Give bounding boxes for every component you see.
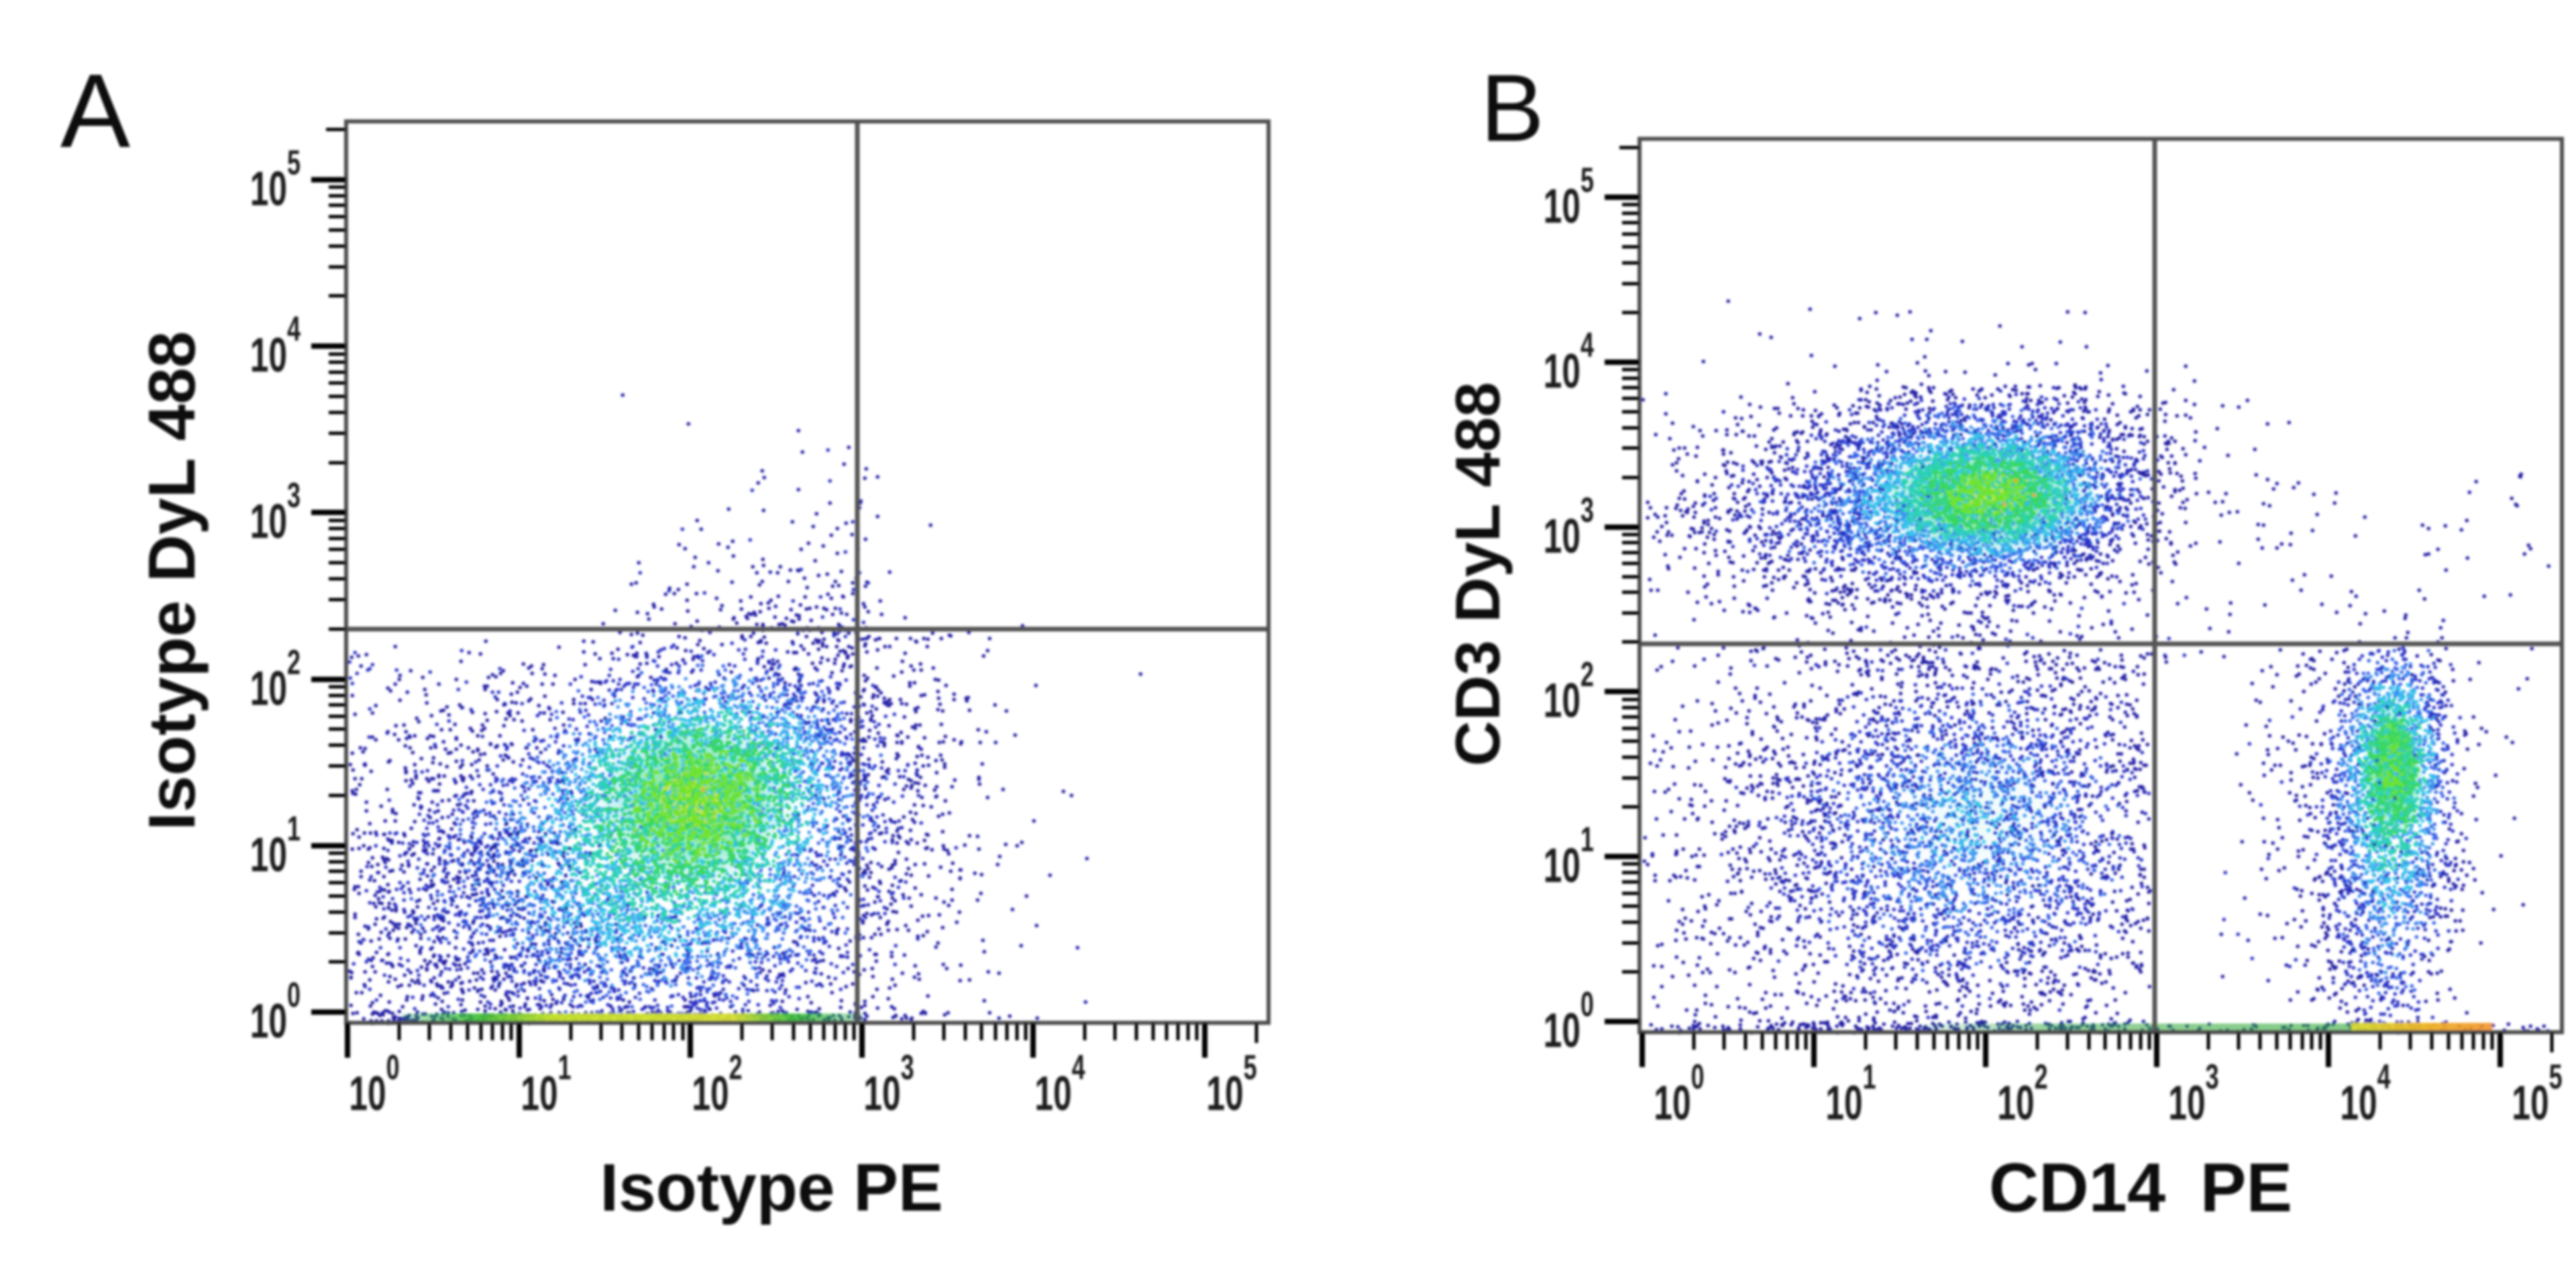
svg-text:Isotype DyL 488: Isotype DyL 488 xyxy=(135,331,209,830)
svg-text:A: A xyxy=(60,53,130,170)
svg-text:CD3 DyL 488: CD3 DyL 488 xyxy=(1442,382,1513,767)
svg-text:B: B xyxy=(1481,55,1544,162)
svg-text:Isotype PE: Isotype PE xyxy=(600,1150,943,1225)
svg-text:CD14 PE: CD14 PE xyxy=(1989,1149,2292,1226)
